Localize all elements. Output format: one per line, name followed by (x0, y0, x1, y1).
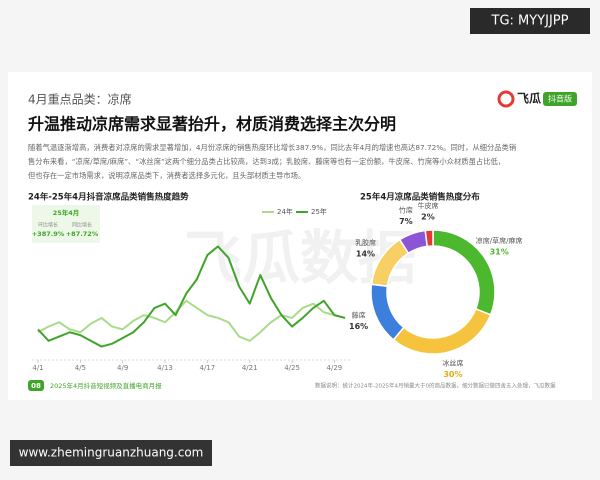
x-tick-label: 4/9 (117, 364, 128, 372)
website-box (10, 440, 212, 466)
footer-title: 2025年4月抖音短视频及直播电商月报 (50, 381, 162, 390)
x-tick-label: 4/5 (75, 364, 86, 372)
tag: TG: MYYJJPP (491, 14, 569, 29)
annotation-label: 同比增长 (72, 222, 92, 229)
tag-box (470, 8, 590, 34)
slice-value: 2% (421, 213, 435, 222)
slice-value: 16% (349, 322, 368, 331)
slice-name: 凉席/草席/麻席 (476, 236, 523, 245)
annotation-box (32, 205, 100, 243)
legend-label: 25年 (311, 207, 327, 216)
page-number: 08 (31, 382, 41, 390)
series-line (37, 299, 346, 342)
x-tick-label: 4/25 (284, 364, 300, 372)
annotation-label: 环比增长 (38, 222, 58, 229)
brand-logo (497, 90, 515, 108)
x-tick-label: 4/1 (32, 364, 43, 372)
x-tick-label: 4/29 (327, 364, 343, 372)
slice-value: 30% (443, 370, 462, 379)
x-tick-label: 4/21 (242, 364, 258, 372)
paragraph-line: 随着气温逐渐增高，消费者对凉席的需求显著增加，4月份凉席的销售热度环比增长387… (28, 143, 516, 152)
chart-title: 25年4月凉席品类销售热度分布 (360, 192, 480, 203)
paragraph-line: 但也存在一定市场需求，说明凉席品类下，消费者选择多元化，且头部材质主导市场。 (28, 171, 305, 180)
website: www.zhemingruanzhuang.com (19, 446, 204, 460)
headline: 升温推动凉席需求显著抬升，材质消费选择主次分明 (28, 115, 396, 134)
page-badge (28, 380, 44, 391)
x-tick-label: 4/13 (157, 364, 173, 372)
annotation-value: +387.9% (32, 230, 65, 238)
chart-title: 24年-25年4月抖音凉席品类销售热度趋势 (28, 192, 189, 203)
footer-note: 数据说明：统计2024年-2025年4月销量大于0的商品数据，细分数据已做四舍五… (315, 382, 556, 390)
slice-value: 7% (399, 217, 413, 226)
annotation-title: 25年4月 (53, 208, 80, 217)
brand-badge: 抖音版 (548, 94, 572, 104)
slice-name: 乳胶席 (355, 238, 376, 247)
section: 4月重点品类：凉席 (28, 92, 132, 107)
brand-badge-bg (543, 92, 577, 106)
slice-name: 藤席 (352, 310, 366, 319)
slice-value: 14% (356, 250, 375, 259)
slice-value: 31% (490, 248, 509, 257)
pie-slice (424, 229, 434, 248)
brand-name: 飞瓜 (517, 92, 541, 106)
paragraph-line: 售分布来看，“凉席/草席/麻席”、“冰丝席”这两个细分品类占比较高，达到3成；乳… (28, 157, 505, 166)
slice-name: 竹席 (399, 206, 413, 215)
slice-name: 牛皮席 (417, 201, 438, 210)
legend-label: 24年 (277, 207, 293, 216)
slice-name: 冰丝席 (442, 358, 463, 367)
series-line (37, 245, 346, 348)
x-tick-label: 4/17 (200, 364, 216, 372)
annotation-value: +87.72% (66, 230, 99, 238)
